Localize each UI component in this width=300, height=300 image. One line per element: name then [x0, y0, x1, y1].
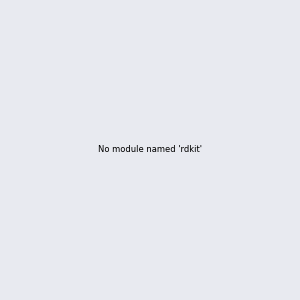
- Text: No module named 'rdkit': No module named 'rdkit': [98, 146, 202, 154]
